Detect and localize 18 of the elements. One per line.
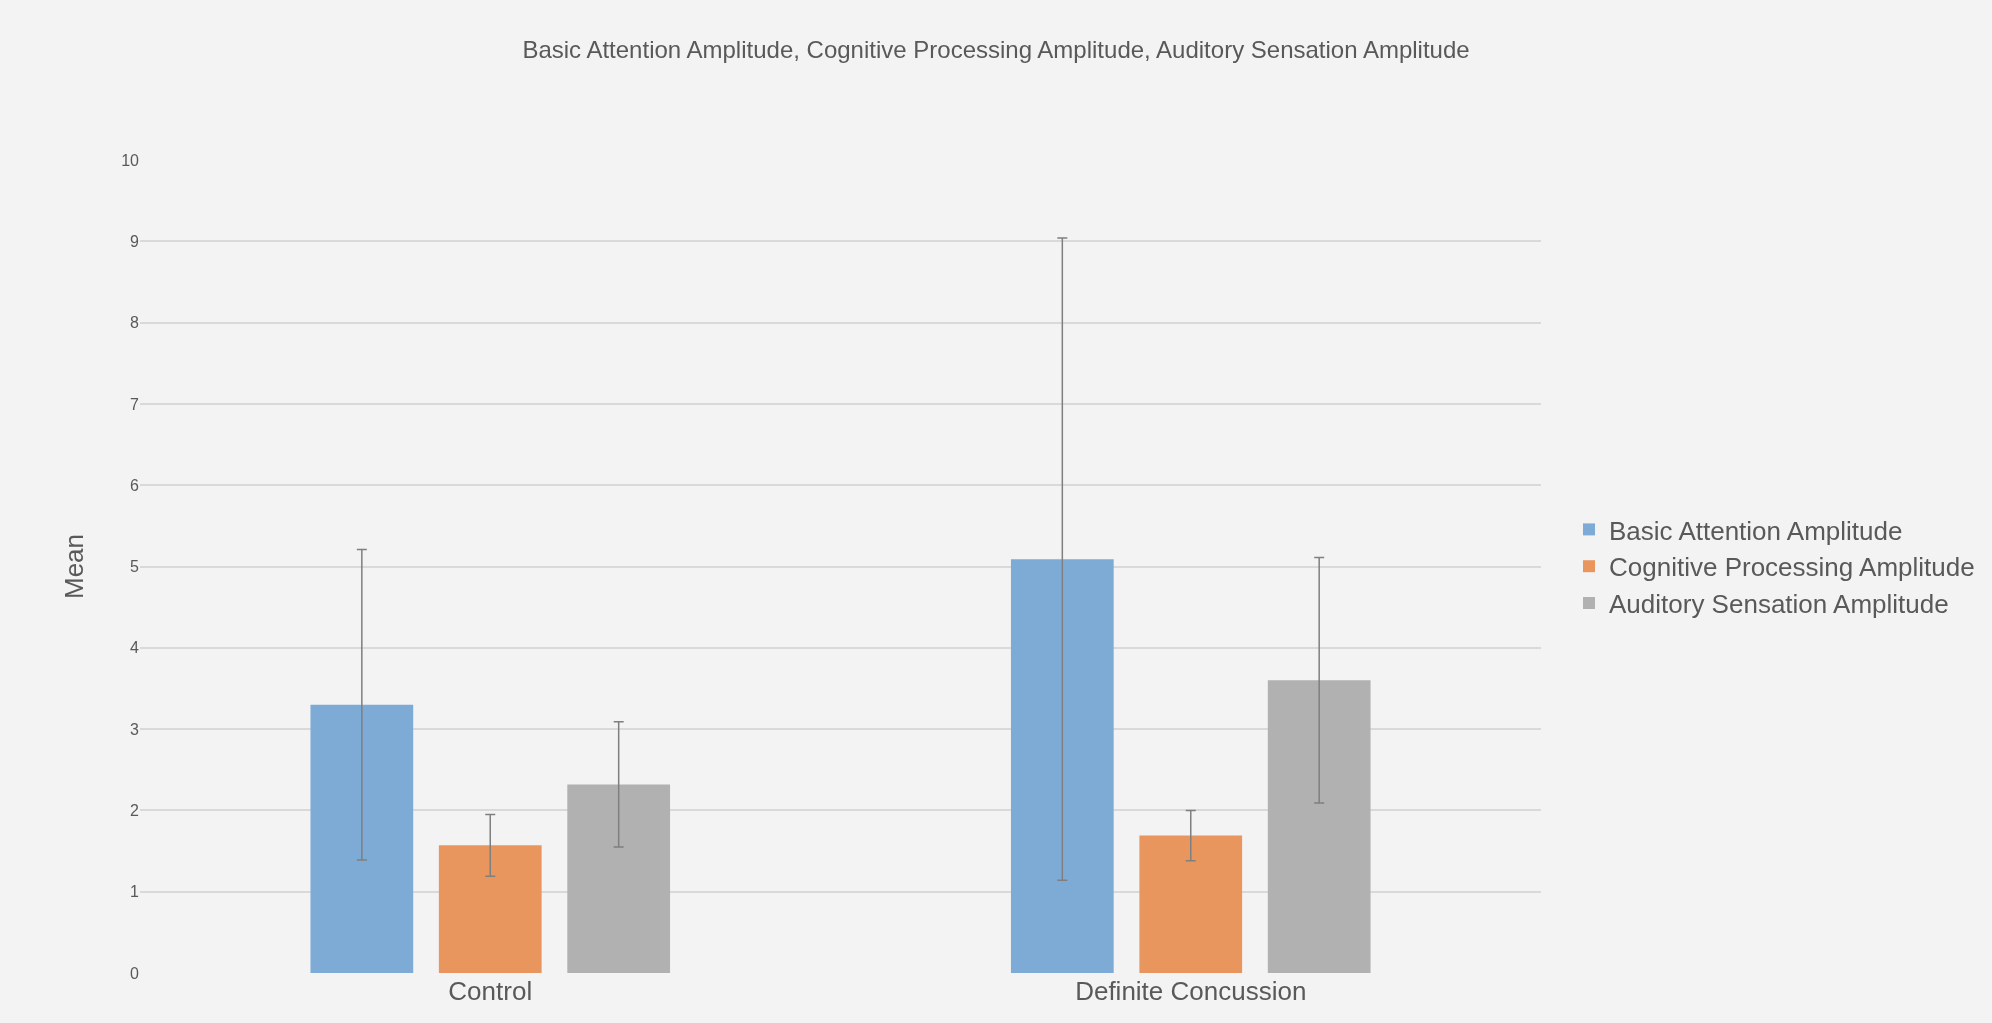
y-axis-title: Mean [58,533,89,600]
y-tick-label: 1 [130,883,140,901]
y-tick-label: 6 [130,476,140,494]
y-tick-label: 2 [130,802,140,819]
x-tick-label: Definite Concussion [1075,976,1307,1006]
y-tick-label: 4 [130,639,140,657]
legend-label: Basic Attention Amplitude [1609,515,1903,546]
y-tick-label: 5 [130,558,140,576]
legend-label: Auditory Sensation Amplitude [1609,589,1949,620]
y-tick-label: 0 [130,964,140,982]
chart-title: Basic Attention Amplitude, Cognitive Processing Amplitude, Auditory Sensation Amplitude [522,35,1470,63]
y-tick-label: 8 [130,314,140,332]
legend-label: Cognitive Processing Amplitude [1609,552,1975,583]
y-tick-label: 3 [130,720,140,738]
y-tick-label: 7 [130,395,140,413]
x-tick-label: Control [448,976,533,1006]
y-tick-label: 10 [121,151,140,169]
y-tick-label: 9 [130,232,140,250]
